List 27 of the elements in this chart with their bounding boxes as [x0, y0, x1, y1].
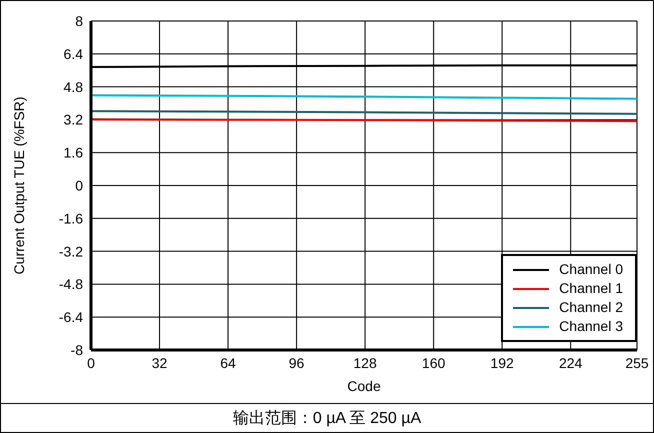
y-tick-label: 6.4: [64, 46, 84, 62]
y-tick-label: 3.2: [64, 112, 84, 128]
x-tick-label: 64: [220, 354, 236, 371]
x-axis-title: Code: [347, 378, 381, 394]
x-tick-label: 0: [87, 354, 96, 371]
y-tick-label: 8: [75, 12, 84, 29]
x-tick-label: 160: [422, 354, 446, 371]
y-axis-title: Current Output TUE (%FSR): [10, 96, 27, 274]
x-tick-label: 32: [152, 354, 168, 371]
text: 输出范围：0 µA 至 250 µA: [232, 408, 422, 429]
legend-label: Channel 2: [559, 298, 623, 317]
y-tick-label: 4.8: [64, 78, 84, 95]
x-tick-label: 224: [558, 354, 583, 371]
y-tick-label: -8: [70, 342, 84, 358]
y-tick-label: -3.2: [58, 243, 84, 260]
y-tick-label: -4.8: [58, 276, 84, 292]
y-tick-label: 1.6: [64, 144, 84, 161]
legend-label: Channel 3: [559, 317, 623, 336]
x-tick-label: 192: [490, 354, 514, 371]
y-tick-label: 0: [75, 177, 84, 194]
x-tick-label: 128: [353, 354, 377, 371]
y-tick-label: -1.6: [58, 210, 84, 226]
legend-label: Channel 0: [559, 260, 623, 279]
legend-label: Channel 1: [559, 279, 623, 298]
y-tick-label: -6.4: [58, 309, 84, 326]
x-tick-label: 96: [288, 354, 305, 371]
x-tick-label: 255: [625, 354, 649, 371]
